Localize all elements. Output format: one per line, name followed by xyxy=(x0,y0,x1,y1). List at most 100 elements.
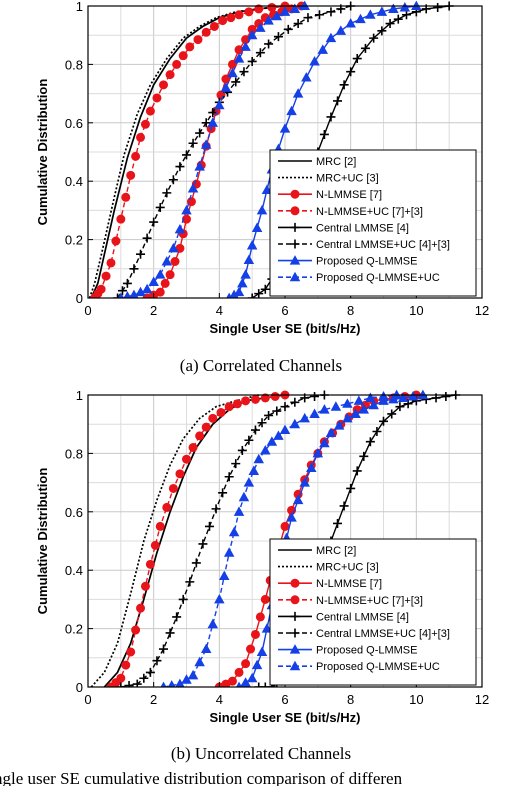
data-point xyxy=(234,667,244,677)
data-point xyxy=(246,240,258,250)
data-point xyxy=(181,204,192,215)
data-point xyxy=(165,70,175,80)
data-point xyxy=(261,623,273,633)
data-point xyxy=(342,398,353,408)
data-point xyxy=(369,33,379,43)
data-point xyxy=(131,151,141,161)
legend-entry: Central LMMSE+UC [4]+[3] xyxy=(278,239,450,251)
data-point xyxy=(211,504,221,514)
data-point xyxy=(272,406,282,416)
data-point xyxy=(201,422,211,432)
series-3 xyxy=(214,390,421,687)
data-point xyxy=(162,188,172,198)
data-point xyxy=(279,123,291,133)
y-tick-label: 0.6 xyxy=(65,116,83,131)
data-point xyxy=(111,236,121,246)
data-point xyxy=(224,472,234,482)
y-tick-label: 0.4 xyxy=(65,563,83,578)
data-point xyxy=(172,612,182,622)
data-point xyxy=(155,287,165,297)
data-point xyxy=(330,401,342,411)
data-point xyxy=(155,521,165,531)
legend-label: Central LMMSE+UC [4]+[3] xyxy=(316,239,450,251)
x-tick-label: 6 xyxy=(281,303,288,318)
data-point xyxy=(165,270,175,280)
y-tick-label: 0.8 xyxy=(65,446,83,461)
data-point xyxy=(251,659,263,670)
legend-entry: Proposed Q-LMMSE xyxy=(278,644,417,657)
data-point xyxy=(244,7,254,17)
data-point xyxy=(335,25,347,35)
data-point xyxy=(395,402,405,412)
data-point xyxy=(185,577,195,587)
data-point xyxy=(292,494,304,505)
data-point xyxy=(355,13,366,24)
data-point xyxy=(188,138,198,148)
data-point xyxy=(289,418,301,429)
data-point xyxy=(247,293,257,298)
data-point xyxy=(175,469,185,479)
data-point xyxy=(116,682,126,687)
subcaption: (a) Correlated Channels xyxy=(180,356,342,375)
data-point xyxy=(122,278,132,288)
data-point xyxy=(441,391,451,401)
data-point xyxy=(264,39,274,49)
data-point xyxy=(207,618,219,629)
data-point xyxy=(131,625,141,635)
data-point xyxy=(227,67,238,78)
data-point xyxy=(372,427,382,436)
data-point xyxy=(178,51,188,61)
legend-marker xyxy=(290,628,300,638)
data-point xyxy=(201,27,211,37)
legend-label: MRC [2] xyxy=(316,545,356,557)
data-point xyxy=(140,581,150,591)
data-point xyxy=(145,559,155,569)
data-point xyxy=(175,162,185,172)
data-point xyxy=(368,399,379,410)
data-point xyxy=(319,129,329,139)
data-point xyxy=(270,391,280,401)
data-point xyxy=(271,10,283,21)
series-2 xyxy=(90,394,259,687)
legend-label: Proposed Q-LMMSE+UC xyxy=(316,661,440,673)
data-point xyxy=(350,408,361,418)
data-point xyxy=(388,3,399,13)
legend: MRC [2] MRC+UC [3] N-LMMSE [7] N-LMMSE+UC [… xyxy=(269,149,477,297)
data-point xyxy=(207,117,219,127)
legend-marker xyxy=(289,271,301,282)
data-point xyxy=(170,257,180,266)
y-tick-label: 0.6 xyxy=(65,505,83,520)
data-point xyxy=(260,284,270,294)
data-point xyxy=(250,394,260,404)
data-point xyxy=(116,673,126,683)
data-point xyxy=(254,289,264,298)
data-point xyxy=(237,445,247,455)
data-point xyxy=(168,483,178,493)
data-point xyxy=(248,465,260,475)
data-point xyxy=(187,183,199,193)
data-point xyxy=(132,679,142,687)
data-point xyxy=(333,518,343,528)
data-point xyxy=(231,459,241,469)
y-tick-label: 0.4 xyxy=(65,174,83,189)
y-tick-label: 0.8 xyxy=(65,57,83,72)
legend-label: Proposed Q-LMMSE xyxy=(316,645,417,657)
x-tick-label: 8 xyxy=(347,692,354,707)
data-point xyxy=(187,669,199,680)
x-tick-label: 4 xyxy=(216,303,223,318)
data-point xyxy=(231,77,241,87)
legend-marker xyxy=(290,595,300,605)
data-point xyxy=(167,680,176,687)
data-point xyxy=(168,175,178,185)
data-point xyxy=(352,466,362,476)
data-point xyxy=(208,108,218,118)
data-point xyxy=(257,418,267,428)
data-point xyxy=(254,682,264,687)
data-point xyxy=(250,629,260,639)
y-tick-label: 0 xyxy=(76,291,83,306)
data-point xyxy=(377,26,387,36)
data-point xyxy=(150,540,160,550)
data-point xyxy=(251,222,263,232)
data-point xyxy=(254,4,264,14)
